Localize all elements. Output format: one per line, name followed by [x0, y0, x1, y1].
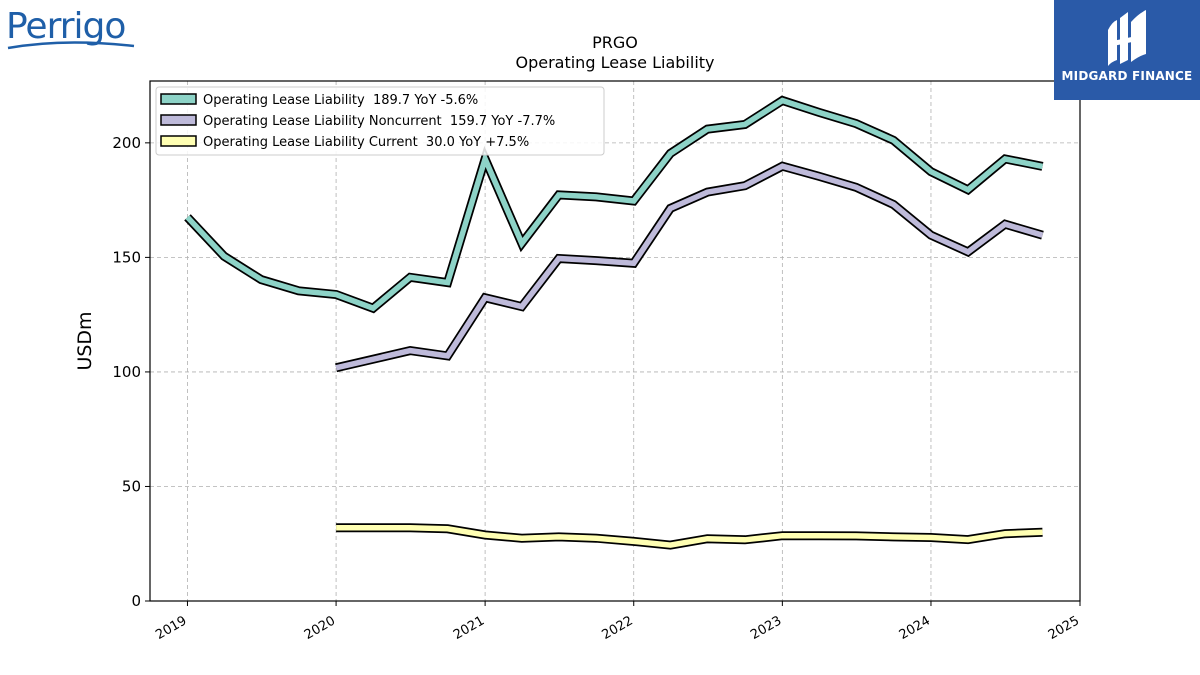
y-tick-label: 200 — [112, 134, 141, 152]
plot-frame — [149, 80, 1081, 602]
grid — [150, 81, 1081, 602]
perrigo-logo-text: Perrigo — [6, 6, 125, 47]
chart-title-line-2: Operating Lease Liability — [515, 53, 714, 72]
perrigo-logo: Perrigo — [6, 6, 135, 50]
legend-label: Operating Lease Liability Noncurrent 159… — [203, 114, 555, 129]
y-tick-label: 0 — [131, 592, 141, 610]
x-tick-label: 2022 — [600, 613, 636, 643]
y-tick-label: 50 — [122, 477, 141, 495]
y-axis-label: USDm — [74, 311, 96, 370]
legend-label: Operating Lease Liability Current 30.0 Y… — [203, 135, 529, 150]
midgard-finance-logo-text: MIDGARD FINANCE — [1061, 69, 1193, 83]
x-tick-label: 2021 — [451, 613, 487, 643]
midgard-emblem-icon — [1108, 10, 1146, 66]
series-noncurrent — [335, 161, 1044, 373]
x-tick-label: 2019 — [153, 613, 189, 643]
legend: Operating Lease Liability 189.7 YoY -5.6… — [155, 86, 605, 156]
x-tick-label: 2023 — [748, 613, 784, 643]
x-tick-label: 2025 — [1046, 613, 1082, 643]
y-tick-label: 150 — [112, 248, 141, 266]
legend-label: Operating Lease Liability 189.7 YoY -5.6… — [203, 93, 478, 108]
x-tick-label: 2020 — [302, 613, 338, 643]
legend-swatch — [160, 114, 197, 126]
y-axis-ticks: 0 50 100 150 200 — [112, 134, 150, 610]
x-axis-ticks: 2019 2020 2021 2022 2023 2024 2025 — [153, 601, 1082, 643]
legend-box — [155, 86, 605, 156]
x-tick-label: 2024 — [897, 613, 933, 643]
midgard-finance-logo: MIDGARD FINANCE — [1054, 0, 1200, 100]
series-line — [335, 163, 1044, 371]
series-current — [336, 523, 1043, 550]
series-line — [336, 524, 1043, 548]
series-line-outline — [335, 161, 1044, 373]
legend-swatch — [160, 93, 197, 105]
series-total — [184, 95, 1044, 314]
y-tick-label: 100 — [112, 363, 141, 381]
series-line — [185, 97, 1044, 312]
chart-title-line-1: PRGO — [592, 33, 638, 52]
perrigo-swoosh-icon — [7, 41, 135, 50]
series-lines — [184, 95, 1044, 550]
legend-swatch — [160, 135, 197, 147]
